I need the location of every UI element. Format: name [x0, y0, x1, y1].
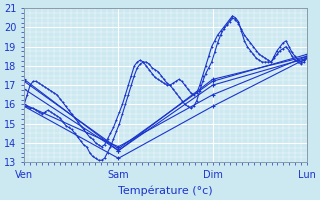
- X-axis label: Température (°c): Température (°c): [118, 185, 213, 196]
